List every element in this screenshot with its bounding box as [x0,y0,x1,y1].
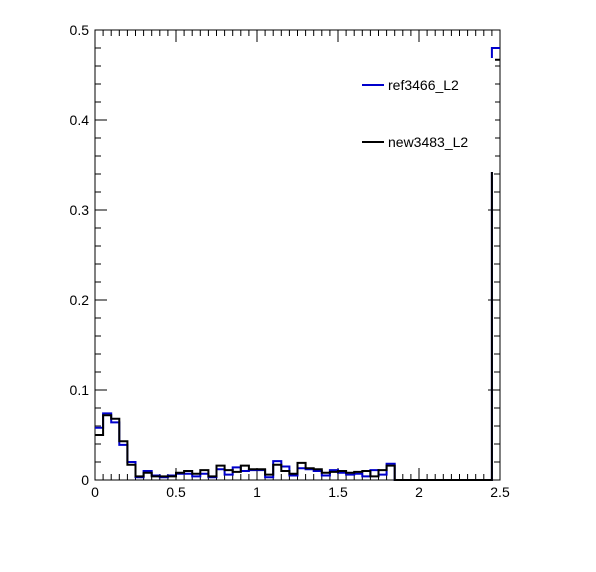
legend-label-new3483_L2: new3483_L2 [388,134,468,150]
x-tick-label: 1.5 [328,484,348,500]
y-tick-labels: 0 0.1 0.2 0.3 0.4 0.5 [70,22,90,488]
series-new3483_L2 [95,58,500,481]
legend-label-ref3466_L2: ref3466_L2 [388,77,459,93]
y-tick-label: 0.5 [70,22,90,38]
axis-ticks [94,29,501,481]
y-tick-label: 0 [81,472,89,488]
x-tick-label: 0 [91,484,99,500]
legend: ref3466_L2 new3483_L2 [355,58,495,172]
y-tick-label: 0.1 [70,382,90,398]
x-tick-label: 2.5 [490,484,510,500]
y-tick-label: 0.4 [70,112,90,128]
x-tick-labels: 0 0.5 1 1.5 2 2.5 [91,484,510,500]
x-tick-label: 2 [415,484,423,500]
y-tick-label: 0.3 [70,202,90,218]
legend-box [355,58,495,172]
x-tick-label: 1 [253,484,261,500]
x-tick-label: 0.5 [166,484,186,500]
y-tick-label: 0.2 [70,292,90,308]
series-group [95,47,500,481]
